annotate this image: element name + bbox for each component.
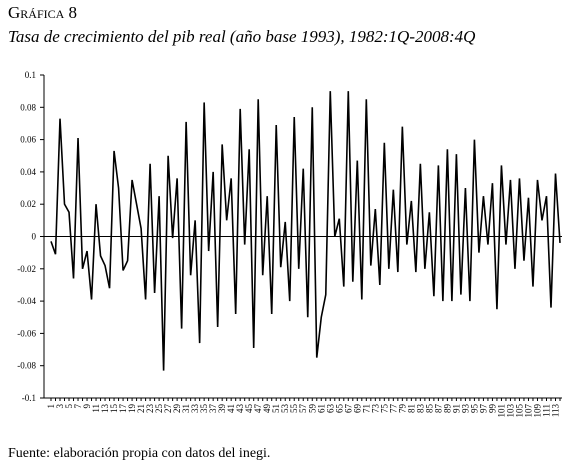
x-tick-label: 3 [55, 404, 65, 409]
x-tick-label: 17 [118, 404, 128, 414]
x-tick-label: 29 [172, 404, 182, 414]
y-tick-label: -0.08 [17, 361, 36, 371]
y-tick-label: -0.02 [17, 264, 36, 274]
x-tick-label: 89 [442, 404, 452, 414]
chart-subtitle: Tasa de crecimiento del pib real (año ba… [8, 27, 475, 46]
x-tick-label: 35 [199, 404, 209, 414]
x-tick-label: 75 [379, 404, 389, 414]
x-tick-label: 87 [433, 404, 443, 414]
x-tick-label: 7 [73, 404, 83, 409]
x-tick-label: 47 [253, 404, 263, 414]
x-tick-label: 99 [487, 404, 497, 414]
x-tick-label: 25 [154, 404, 164, 414]
x-tick-label: 95 [469, 404, 479, 414]
x-tick-label: 31 [181, 404, 191, 413]
x-tick-label: 23 [145, 404, 155, 414]
x-tick-label: 59 [307, 404, 317, 414]
x-tick-label: 113 [550, 404, 560, 418]
x-tick-label: 19 [127, 404, 137, 414]
x-tick-label: 37 [208, 404, 218, 414]
chart-title: Gráfica 8 [8, 3, 77, 22]
x-tick-label: 73 [370, 404, 380, 414]
chart-source: Fuente: elaboración propia con datos del… [8, 446, 270, 461]
data-line [50, 91, 561, 371]
x-tick-label: 43 [235, 404, 245, 414]
x-tick-label: 105 [514, 404, 524, 418]
x-tick-label: 111 [541, 404, 551, 417]
x-tick-label: 83 [415, 404, 425, 414]
x-tick-label: 67 [343, 404, 353, 414]
x-tick-label: 91 [451, 404, 461, 413]
x-tick-label: 41 [226, 404, 236, 413]
x-tick-label: 97 [478, 404, 488, 414]
y-tick-label: 0.08 [20, 102, 36, 112]
y-tick-label: -0.04 [17, 296, 36, 306]
x-tick-label: 71 [361, 404, 371, 413]
x-tick-label: 13 [100, 404, 110, 414]
x-tick-label: 1 [46, 404, 56, 409]
x-tick-label: 57 [298, 404, 308, 414]
y-tick-label: 0.04 [20, 167, 36, 177]
y-tick-label: -0.1 [22, 393, 36, 403]
x-tick-label: 39 [217, 404, 227, 414]
x-tick-label: 69 [352, 404, 362, 414]
x-tick-label: 79 [397, 404, 407, 414]
x-tick-label: 21 [136, 404, 146, 413]
x-tick-label: 27 [163, 404, 173, 414]
x-tick-label: 65 [334, 404, 344, 414]
x-tick-label: 11 [91, 404, 101, 413]
x-tick-label: 33 [190, 404, 200, 414]
x-tick-label: 81 [406, 404, 416, 413]
x-tick-label: 77 [388, 404, 398, 414]
x-tick-label: 49 [262, 404, 272, 414]
x-tick-label: 101 [496, 404, 506, 418]
x-tick-label: 103 [505, 404, 515, 418]
x-tick-label: 61 [316, 404, 326, 413]
x-tick-label: 63 [325, 404, 335, 414]
x-tick-label: 9 [82, 404, 92, 409]
x-tick-label: 55 [289, 404, 299, 414]
y-tick-label: 0 [32, 232, 37, 242]
x-tick-label: 107 [523, 404, 533, 418]
y-tick-label: 0.02 [20, 199, 36, 209]
x-tick-label: 93 [460, 404, 470, 414]
x-tick-label: 53 [280, 404, 290, 414]
y-tick-label: 0.06 [20, 135, 36, 145]
x-tick-label: 85 [424, 404, 434, 414]
x-tick-label: 5 [64, 404, 74, 409]
y-tick-label: 0.1 [25, 70, 36, 80]
y-tick-label: -0.06 [17, 328, 36, 338]
x-tick-label: 109 [532, 404, 542, 418]
x-tick-label: 45 [244, 404, 254, 414]
x-tick-label: 51 [271, 404, 281, 413]
x-tick-label: 15 [109, 404, 119, 414]
